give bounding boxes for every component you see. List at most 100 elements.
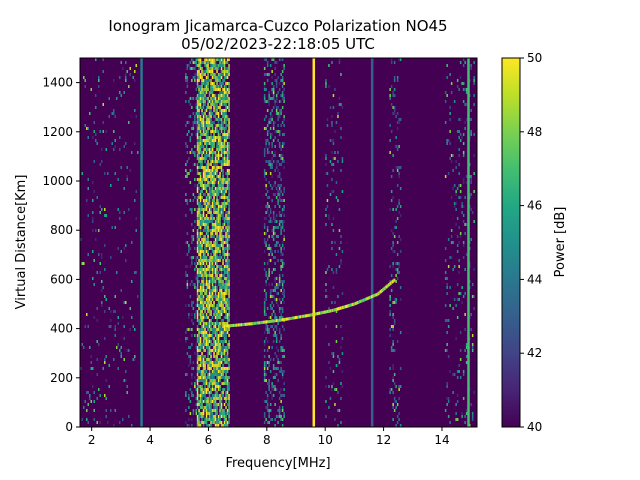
heatmap-cell (194, 313, 196, 316)
heatmap-cell (98, 388, 100, 391)
heatmap-cell (213, 61, 215, 64)
heatmap-cell (271, 418, 273, 421)
heatmap-cell (199, 259, 202, 262)
heatmap-cell (275, 166, 278, 169)
heatmap-cell (207, 340, 209, 343)
heatmap-cell (265, 295, 267, 298)
heatmap-cell (204, 259, 206, 262)
heatmap-cell (93, 283, 95, 286)
heatmap-cell (277, 361, 279, 364)
heatmap-cell (195, 121, 198, 124)
heatmap-cell (213, 88, 215, 91)
heatmap-cell (208, 259, 211, 262)
heatmap-cell (462, 220, 465, 223)
heatmap-cell (199, 271, 202, 274)
heatmap-cell (195, 403, 198, 406)
y-tick-label: 400 (50, 322, 73, 336)
heatmap-cell (392, 376, 394, 379)
heatmap-cell (393, 250, 396, 253)
heatmap-cell (225, 337, 227, 340)
heatmap-cell (283, 199, 285, 202)
heatmap-cell (214, 127, 217, 130)
heatmap-cell (268, 274, 270, 277)
heatmap-cell (338, 97, 341, 100)
heatmap-cell (392, 403, 394, 406)
heatmap-cell (228, 286, 230, 289)
heatmap-cell (447, 325, 450, 328)
heatmap-cell (205, 82, 208, 85)
heatmap-cell (278, 187, 281, 190)
heatmap-cell (228, 376, 230, 379)
heatmap-cell (217, 385, 220, 388)
heatmap-cell (272, 256, 275, 259)
heatmap-cell (263, 82, 266, 85)
heatmap-cell (208, 127, 211, 130)
heatmap-cell (392, 367, 394, 370)
heatmap-cell (263, 250, 266, 253)
heatmap-cell (208, 271, 211, 274)
heatmap-cell (223, 130, 226, 133)
heatmap-cell (265, 232, 267, 235)
heatmap-cell (265, 337, 267, 340)
heatmap-cell (228, 190, 230, 193)
heatmap-cell (458, 298, 460, 301)
heatmap-cell (198, 115, 200, 118)
trace-point (292, 316, 295, 320)
heatmap-cell (214, 157, 217, 160)
heatmap-cell (196, 256, 199, 259)
heatmap-cell (90, 355, 92, 358)
heatmap-cell (275, 109, 278, 112)
heatmap-cell (278, 133, 281, 136)
heatmap-cell (201, 118, 203, 121)
heatmap-cell (265, 391, 267, 394)
heatmap-cell (202, 130, 205, 133)
heatmap-cell (208, 148, 211, 151)
heatmap-cell (191, 238, 193, 241)
heatmap-cell (205, 106, 208, 109)
heatmap-cell (207, 229, 209, 232)
heatmap-cell (220, 166, 223, 169)
heatmap-cell (208, 196, 211, 199)
heatmap-cell (208, 172, 211, 175)
heatmap-cell (131, 151, 133, 154)
heatmap-cell (226, 280, 229, 283)
heatmap-cell (202, 175, 205, 178)
heatmap-cell (198, 319, 200, 322)
heatmap-cell (266, 403, 269, 406)
heatmap-cell (134, 355, 136, 358)
heatmap-cell (226, 307, 229, 310)
heatmap-cell (223, 196, 226, 199)
heatmap-cell (119, 421, 121, 424)
heatmap-cell (198, 412, 200, 415)
heatmap-cell (202, 415, 205, 418)
heatmap-cell (191, 424, 193, 427)
heatmap-cell (105, 355, 107, 358)
heatmap-cell (208, 280, 211, 283)
heatmap-cell (211, 322, 214, 325)
heatmap-cell (201, 76, 203, 79)
heatmap-cell (219, 58, 221, 61)
heatmap-cell (220, 373, 223, 376)
heatmap-cell (204, 391, 206, 394)
heatmap-cell (228, 208, 230, 211)
heatmap-cell (268, 178, 270, 181)
heatmap-cell (283, 247, 285, 250)
trace-point (327, 309, 330, 313)
heatmap-cell (185, 145, 187, 148)
heatmap-cell (219, 160, 221, 163)
heatmap-cell (199, 319, 202, 322)
heatmap-cell (207, 124, 209, 127)
heatmap-cell (283, 94, 285, 97)
heatmap-cell (449, 112, 451, 115)
heatmap-cell (392, 265, 394, 268)
heatmap-cell (213, 337, 215, 340)
heatmap-cell (128, 85, 130, 88)
heatmap-cell (464, 292, 466, 295)
heatmap-cell (196, 130, 199, 133)
heatmap-cell (220, 424, 223, 427)
heatmap-cell (196, 274, 199, 277)
heatmap-cell (325, 223, 327, 226)
heatmap-cell (196, 157, 199, 160)
heatmap-cell (191, 148, 193, 151)
heatmap-cell (326, 268, 329, 271)
